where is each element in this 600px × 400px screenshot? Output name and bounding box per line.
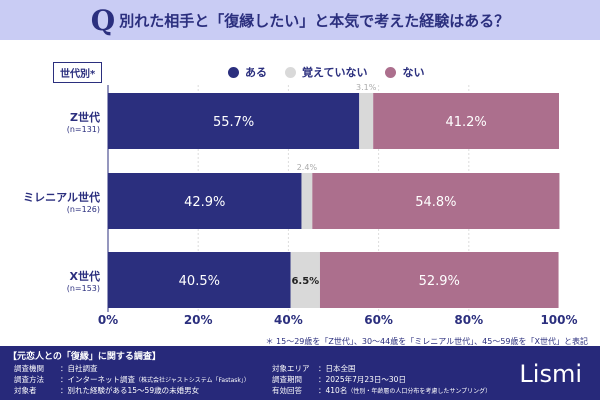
x-tick-label: 100% xyxy=(540,313,577,327)
segment-label: 世代別* xyxy=(53,62,103,83)
survey-key: 調査方法 xyxy=(14,375,44,384)
survey-key: 調査期間 xyxy=(272,375,302,384)
legend-dot-icon xyxy=(285,66,296,78)
survey-value: ：2025年7月23日〜30日 xyxy=(318,375,406,384)
legend-label: 覚えていない xyxy=(302,66,368,79)
x-tick-label: 0% xyxy=(98,313,118,327)
bar-segment xyxy=(312,173,560,229)
survey-value: ：自社調査 xyxy=(60,364,98,373)
footnote: ＊ 15〜29歳を「Z世代」、30〜44歳を「ミレニアル世代」、45〜59歳を「… xyxy=(265,337,589,346)
bar-segment xyxy=(108,173,302,229)
category-label: Z世代 xyxy=(70,110,100,124)
title-banner: Q 別れた相手と「復縁したい」と本気で考えた経験はある？ xyxy=(0,0,600,40)
bar-segment xyxy=(108,252,291,308)
data-label: 40.5% xyxy=(179,274,220,289)
x-tick-label: 80% xyxy=(454,313,483,327)
survey-title: 【元恋人との「復縁」に関する調査】 xyxy=(8,352,161,362)
legend-item: ない xyxy=(385,64,424,80)
legend-label: ある xyxy=(245,66,267,79)
survey-row: 対象者 ：別れた経験がある15〜59歳の未婚男女 xyxy=(14,385,199,396)
lismi-logo: Lismi xyxy=(519,360,582,388)
survey-key: 対象エリア xyxy=(272,364,310,373)
x-tick-label: 20% xyxy=(184,313,213,327)
survey-value: ：日本全国 xyxy=(318,364,356,373)
bar-segment xyxy=(319,252,559,308)
bar-segment xyxy=(359,93,374,149)
category-label: ミレニアル世代 xyxy=(23,190,100,204)
category-n: (n=153) xyxy=(67,284,100,293)
survey-key: 対象者 xyxy=(14,386,37,395)
x-tick-label: 60% xyxy=(364,313,393,327)
category-n: (n=126) xyxy=(67,205,100,214)
survey-footer: 【元恋人との「復縁」に関する調査】 調査機関 ：自社調査調査方法 ：インターネット調… xyxy=(0,346,600,400)
survey-value: ：410名（性別・年齢層の人口分布を考慮したサンプリング） xyxy=(318,386,492,395)
survey-row: 調査方法 ：インターネット調査（株式会社ジャストシステム「Fastask」） xyxy=(14,374,250,385)
survey-row: 有効回答 ：410名（性別・年齢層の人口分布を考慮したサンプリング） xyxy=(272,385,491,396)
legend-item: ある xyxy=(228,64,267,80)
bar-segment xyxy=(373,93,559,149)
stacked-bar-chart: 0% 20% 40% 60% 80% 100% Z世代(n=131) 55.7% 3.1% 41.… xyxy=(23,83,577,327)
data-label: 42.9% xyxy=(184,195,225,210)
data-label: 6.5% xyxy=(291,276,319,287)
bar-segment xyxy=(301,173,313,229)
data-label: 54.8% xyxy=(415,195,456,210)
bar-segment xyxy=(108,93,360,149)
survey-key: 有効回答 xyxy=(272,386,302,395)
x-tick-label: 40% xyxy=(274,313,303,327)
data-label: 41.2% xyxy=(445,115,486,130)
survey-value: ：別れた経験がある15〜59歳の未婚男女 xyxy=(60,386,200,395)
legend-dot-icon xyxy=(228,66,239,78)
bar-segment xyxy=(290,252,320,308)
legend-item: 覚えていない xyxy=(285,64,367,80)
q-icon: Q xyxy=(90,3,116,37)
survey-value: ：インターネット調査（株式会社ジャストシステム「Fastask」） xyxy=(60,375,250,384)
legend: ある 覚えていない ない xyxy=(228,64,424,80)
data-label: 52.9% xyxy=(419,274,460,289)
category-label: X世代 xyxy=(70,269,100,283)
survey-row: 調査期間 ：2025年7月23日〜30日 xyxy=(272,374,406,385)
category-n: (n=131) xyxy=(67,125,100,134)
legend-dot-icon xyxy=(385,66,397,78)
legend-label: ない xyxy=(402,66,425,79)
data-label: 3.1% xyxy=(356,83,377,92)
data-label: 2.4% xyxy=(297,163,318,172)
chart-title: 別れた相手と「復縁したい」と本気で考えた経験はある？ xyxy=(119,11,510,30)
survey-key: 調査機関 xyxy=(14,364,44,373)
survey-row: 調査機関 ：自社調査 xyxy=(14,363,98,374)
data-label: 55.7% xyxy=(213,115,254,130)
survey-row: 対象エリア ：日本全国 xyxy=(272,363,356,374)
